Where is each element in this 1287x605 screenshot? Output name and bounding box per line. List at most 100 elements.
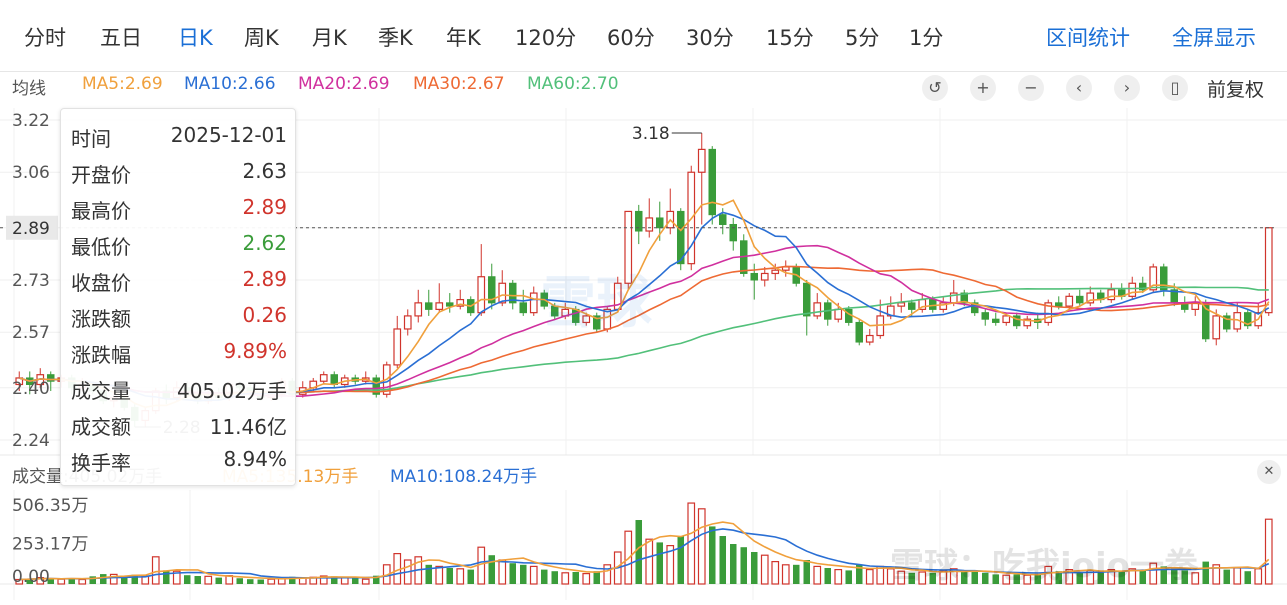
- tab-7[interactable]: 120分: [515, 26, 577, 50]
- candle-body: [928, 299, 937, 310]
- tooltip-key: 开盘价: [71, 163, 131, 187]
- tooltip-row: 涨跌额 0.26: [71, 297, 287, 331]
- volume-bar: [1212, 564, 1221, 585]
- candle-body: [1075, 295, 1084, 304]
- candle-body: [813, 302, 822, 317]
- volume-bar: [15, 578, 24, 585]
- volume-bar: [572, 572, 580, 584]
- volume-bar: [656, 542, 664, 584]
- volume-bar: [204, 575, 213, 585]
- volume-ma-lines: [19, 521, 1270, 581]
- tooltip-row: 换手率 8.94%: [71, 441, 287, 475]
- candle-body: [750, 272, 759, 281]
- volume-bar: [131, 574, 139, 584]
- prev-icon[interactable]: ‹: [1066, 75, 1092, 101]
- tab-0[interactable]: 分时: [24, 26, 66, 50]
- candle-body: [645, 217, 654, 232]
- tooltip-key: 涨跌额: [71, 307, 131, 331]
- tooltip-key: 成交量: [71, 379, 131, 403]
- candle-body: [771, 269, 780, 275]
- current-price-label: 2.89: [12, 219, 50, 239]
- volume-bar: [120, 576, 128, 584]
- volume-bar: [172, 570, 181, 585]
- tab-9[interactable]: 30分: [686, 26, 734, 50]
- candle-body: [319, 374, 328, 382]
- interval-stats-link[interactable]: 区间统计: [1046, 26, 1130, 50]
- candle-body: [1138, 282, 1147, 291]
- zoom-in-icon[interactable]: +: [970, 75, 996, 101]
- tab-5[interactable]: 季K: [378, 26, 413, 50]
- candle-body: [760, 272, 769, 281]
- volume-bar: [729, 544, 737, 584]
- ma-legend: 均线 MA5:2.69 MA10:2.66 MA20:2.69 MA30:2.67 MA6…: [0, 72, 900, 100]
- candle-body: [1012, 315, 1021, 327]
- tab-2[interactable]: 日K: [178, 26, 213, 50]
- volume-bar: [456, 568, 465, 585]
- tooltip-value: 0.26: [242, 303, 287, 327]
- volume-bar: [834, 569, 843, 585]
- volume-tick-label: 506.35万: [12, 496, 88, 516]
- tab-3[interactable]: 周K: [244, 26, 279, 50]
- tab-6[interactable]: 年K: [446, 26, 481, 50]
- volume-bar: [529, 565, 538, 585]
- volume-bar: [781, 564, 790, 585]
- volume-bar: [1118, 571, 1126, 584]
- ma-legend-item: MA10:2.66: [184, 74, 276, 94]
- adjust-toggle[interactable]: 前复权: [1207, 79, 1265, 101]
- volume-tick-label: 0.00: [12, 567, 50, 587]
- volume-bar: [677, 536, 685, 584]
- price-axis: 3.22 3.06 2.89 2.73 2.57 2.40 2.24 2.89 506.35万 2…: [0, 111, 1274, 587]
- zoom-out-icon[interactable]: −: [1018, 75, 1044, 101]
- candle-body: [393, 328, 402, 366]
- volume-bar: [855, 564, 863, 584]
- candle-body: [1054, 302, 1063, 307]
- volume-bar: [194, 576, 202, 584]
- tab-1[interactable]: 五日: [100, 26, 142, 50]
- tab-10[interactable]: 15分: [766, 26, 814, 50]
- ma-legend-item: MA60:2.70: [527, 74, 619, 94]
- volume-bar: [603, 564, 612, 585]
- tooltip-key: 收盘价: [71, 271, 131, 295]
- price-tick-label: 2.57: [12, 323, 50, 343]
- candle-body: [403, 315, 412, 330]
- tab-12[interactable]: 1分: [909, 26, 944, 50]
- volume-bar: [425, 564, 433, 584]
- volume-bar: [1244, 571, 1252, 584]
- fullscreen-link[interactable]: 全屏显示: [1172, 26, 1256, 50]
- tooltip-key: 最低价: [71, 235, 131, 259]
- candle-body: [477, 276, 486, 314]
- tab-4[interactable]: 月K: [312, 26, 347, 50]
- center-watermark: 雪球: [540, 271, 652, 336]
- volume-bar: [908, 572, 916, 584]
- price-tick-label: 3.22: [12, 111, 50, 131]
- volume-bar: [750, 552, 758, 584]
- volume-bar: [99, 574, 107, 584]
- volume-bar: [446, 568, 454, 584]
- candle-body: [1159, 266, 1168, 291]
- candle-icon[interactable]: ▯: [1162, 75, 1188, 101]
- volume-bar: [1191, 572, 1200, 585]
- volume-bar: [813, 565, 822, 585]
- undo-icon[interactable]: ↺: [922, 75, 948, 101]
- volume-bar: [540, 569, 548, 584]
- volume-bar: [257, 579, 265, 584]
- volume-bars: [15, 502, 1273, 585]
- volume-bar: [1097, 572, 1105, 584]
- volume-bar: [361, 578, 370, 585]
- close-volume-icon[interactable]: ✕: [1257, 460, 1281, 484]
- candle-body: [907, 302, 916, 310]
- tab-8[interactable]: 60分: [607, 26, 655, 50]
- tooltip-key: 时间: [71, 127, 111, 151]
- tab-11[interactable]: 5分: [845, 26, 880, 50]
- next-icon[interactable]: ›: [1114, 75, 1140, 101]
- volume-bar: [666, 545, 675, 585]
- volume-bar: [78, 578, 87, 585]
- volume-bar: [1034, 574, 1042, 584]
- volume-bar: [89, 576, 97, 584]
- volume-bar: [36, 577, 45, 585]
- volume-bar: [992, 574, 1000, 584]
- volume-ma5-line: [19, 521, 1270, 581]
- current-price-box: [6, 215, 58, 240]
- period-tabs: 分时 五日 日K 周K 月K 季K 年K 120分 60分 30分 15分 5分 1分 区间统计 全屏显示: [0, 0, 1287, 72]
- volume-bar: [183, 575, 191, 584]
